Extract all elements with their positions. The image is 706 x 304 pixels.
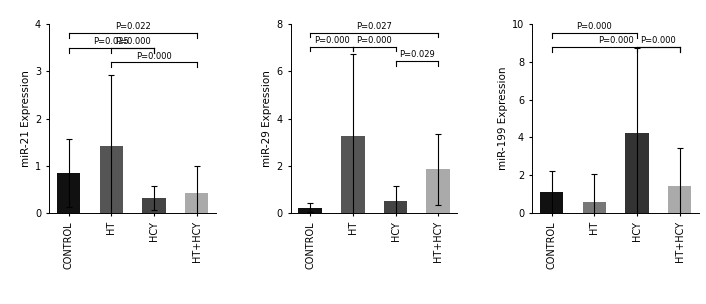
- Text: P=0.000: P=0.000: [313, 36, 349, 45]
- Bar: [299, 208, 322, 213]
- Text: P=0.000: P=0.000: [640, 36, 676, 45]
- Bar: [57, 173, 80, 213]
- Bar: [384, 201, 407, 213]
- Text: P=0.000: P=0.000: [598, 36, 633, 45]
- Bar: [668, 186, 691, 213]
- Y-axis label: miR-199 Expression: miR-199 Expression: [498, 67, 508, 170]
- Y-axis label: miR-21 Expression: miR-21 Expression: [20, 70, 30, 167]
- Bar: [426, 169, 450, 213]
- Text: P=0.025: P=0.025: [93, 37, 129, 47]
- Text: P=0.000: P=0.000: [115, 37, 150, 47]
- Text: P=0.000: P=0.000: [357, 36, 392, 45]
- Bar: [100, 146, 123, 213]
- Bar: [185, 193, 208, 213]
- Text: P=0.029: P=0.029: [399, 50, 435, 59]
- Bar: [143, 198, 166, 213]
- Text: P=0.000: P=0.000: [136, 51, 172, 60]
- Bar: [626, 133, 649, 213]
- Text: P=0.027: P=0.027: [357, 22, 392, 31]
- Bar: [341, 136, 364, 213]
- Bar: [540, 192, 563, 213]
- Bar: [582, 202, 606, 213]
- Text: P=0.000: P=0.000: [577, 22, 612, 31]
- Y-axis label: miR-29 Expression: miR-29 Expression: [262, 70, 272, 167]
- Text: P=0.022: P=0.022: [115, 22, 150, 31]
